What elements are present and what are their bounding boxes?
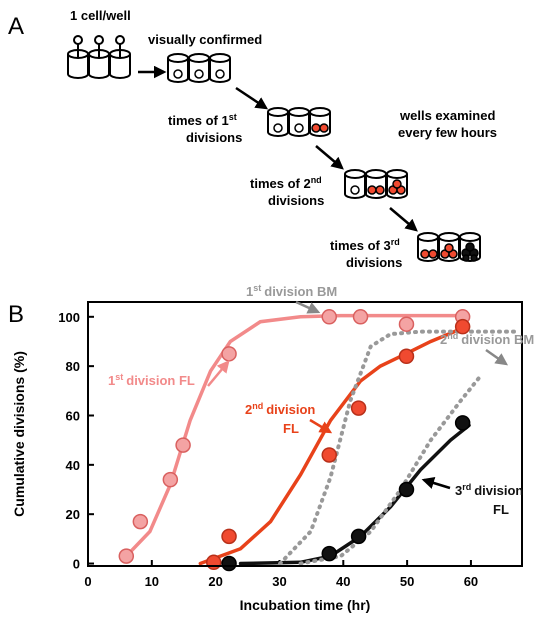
data-point: [222, 557, 236, 571]
annotation-part: division BM: [264, 284, 337, 299]
label-part: times of 1: [168, 113, 229, 128]
wells-confirmed: [168, 54, 230, 82]
data-point: [456, 416, 470, 430]
annotation-part: 3: [455, 483, 462, 498]
label-sup: nd: [311, 175, 322, 185]
step-label: times of 3rd: [330, 237, 400, 253]
y-tick-label: 40: [66, 458, 80, 473]
note: every few hours: [398, 125, 497, 140]
y-tick-label: 60: [66, 408, 80, 423]
fit-curve-bm: [301, 376, 481, 564]
panel-label: B: [8, 301, 24, 328]
data-point: [176, 438, 190, 452]
x-tick-label: 30: [272, 574, 286, 589]
label-part: times of 2: [250, 176, 311, 191]
annotation-part: division FL: [126, 373, 195, 388]
y-tick-label: 20: [66, 507, 80, 522]
panel-label: A: [8, 13, 24, 40]
x-tick-label: 40: [336, 574, 350, 589]
plot: 0 20 40 60 80 100 0 10 20 30 40 50 60: [58, 310, 515, 589]
step-label: times of 1st: [168, 112, 237, 128]
x-tick-label: 0: [84, 574, 91, 589]
annotation: FL: [493, 502, 509, 517]
annotation-part: 2: [440, 332, 447, 347]
data-point: [133, 515, 147, 529]
data-point: [222, 347, 236, 361]
x-tick-label: 20: [208, 574, 222, 589]
arrow: [390, 208, 416, 230]
wells-seeding: [68, 36, 130, 78]
step-label: times of 2nd: [250, 175, 322, 191]
annotation-part: 1: [108, 373, 115, 388]
annotation-part: 1: [246, 284, 253, 299]
arrow: [316, 146, 342, 168]
data-point: [322, 310, 336, 324]
annotation-sup: rd: [462, 482, 471, 492]
annotation-part: 2: [245, 402, 252, 417]
y-tick-label: 0: [73, 557, 80, 572]
wells-third: [418, 233, 480, 261]
x-tick-label: 10: [145, 574, 159, 589]
data-point: [119, 549, 133, 563]
data-point: [354, 310, 368, 324]
annotation: FL: [283, 421, 299, 436]
note: wells examined: [399, 108, 495, 123]
step-label: divisions: [346, 255, 402, 270]
step-label: divisions: [268, 193, 324, 208]
data-point: [207, 555, 221, 569]
x-axis-title: Incubation time (hr): [240, 597, 371, 613]
data-point: [399, 483, 413, 497]
x-tick-label: 60: [464, 574, 478, 589]
annotation-sup: st: [115, 372, 123, 382]
data-point: [322, 547, 336, 561]
figure: A 1 cell/well visually confirmed times o…: [0, 0, 541, 618]
annotation-part: division: [474, 483, 523, 498]
data-point: [399, 317, 413, 331]
label-part: times of 3: [330, 238, 391, 253]
data-point: [222, 529, 236, 543]
arrow: [236, 88, 266, 108]
data-point: [352, 401, 366, 415]
data-point: [322, 448, 336, 462]
data-point: [352, 529, 366, 543]
wells-first: [268, 108, 330, 136]
annotation-part: division: [266, 402, 315, 417]
y-tick-label: 100: [58, 310, 80, 325]
annotation-sup: nd: [447, 331, 458, 341]
step-label: divisions: [186, 130, 242, 145]
data-point: [163, 473, 177, 487]
data-point: [399, 349, 413, 363]
annotation-part: division BM: [461, 332, 534, 347]
label-sup: st: [229, 112, 237, 122]
annotation-sup: st: [253, 283, 261, 293]
step-label: visually confirmed: [148, 32, 262, 47]
y-axis-title: Cumulative divisions (%): [11, 351, 27, 517]
x-tick-label: 50: [400, 574, 414, 589]
annotation-sup: nd: [252, 401, 263, 411]
y-tick-label: 80: [66, 359, 80, 374]
wells-second: [345, 170, 407, 198]
step-label: 1 cell/well: [70, 8, 131, 23]
label-sup: rd: [391, 237, 400, 247]
panel-a: A 1 cell/well visually confirmed times o…: [8, 8, 497, 270]
